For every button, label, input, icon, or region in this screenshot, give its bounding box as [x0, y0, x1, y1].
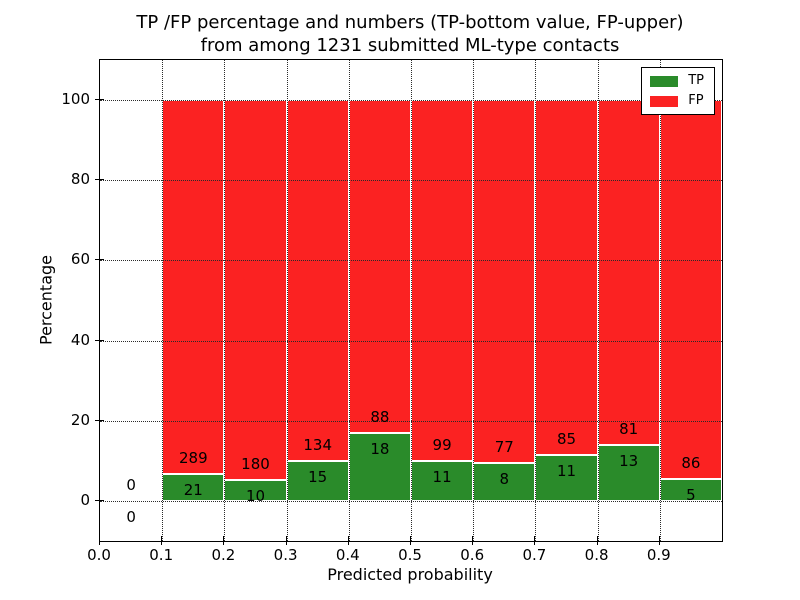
x-gridline — [473, 60, 475, 541]
x-tick-label: 0.8 — [584, 546, 609, 564]
x-tick-label: 0.2 — [211, 546, 236, 564]
tp-legend-swatch-icon — [650, 75, 679, 87]
fp-count-label: 85 — [556, 429, 577, 448]
x-gridline — [348, 60, 350, 541]
y-tick-label: 20 — [70, 410, 90, 429]
y-tick-mark — [95, 99, 104, 101]
x-tick-mark — [410, 536, 411, 545]
y-tick-mark — [95, 259, 104, 261]
chart-title-line2: from among 1231 submitted ML-type contac… — [200, 35, 620, 56]
y-tick-label: 100 — [61, 90, 90, 109]
x-tick-label: 0.0 — [87, 546, 111, 564]
fp-count-label: 134 — [303, 435, 333, 454]
fp-bar-segment — [597, 100, 660, 446]
y-tick-label: 60 — [70, 250, 90, 269]
tp-count-label: 11 — [556, 461, 577, 480]
x-tick-mark — [534, 536, 536, 545]
x-gridline — [162, 60, 164, 541]
fp-bar-segment — [473, 100, 536, 464]
tp-count-label: 13 — [619, 452, 639, 471]
fp-count-label: 77 — [494, 438, 514, 457]
tp-count-label: 11 — [432, 467, 452, 486]
x-tick-label: 0.3 — [273, 546, 298, 564]
tp-bar-segment — [348, 432, 411, 501]
tp-bar-segment — [535, 454, 598, 501]
tp-count-label: 15 — [308, 467, 328, 486]
legend-item-fp: FP — [650, 94, 704, 108]
y-tick-label: 0 — [80, 490, 90, 509]
y-tick-label: 40 — [70, 330, 90, 349]
tp-bar-segment — [411, 460, 474, 501]
tp-count-label: 8 — [499, 470, 510, 489]
legend: TP FP — [641, 67, 715, 115]
annotations-layer: 0 0 289 21 180 10 134 15 88 18 99 11 77 8 85 11 81 13 86 5 — [100, 60, 722, 541]
fp-legend-swatch-icon — [650, 95, 679, 107]
x-tick-label: 0.9 — [646, 546, 671, 564]
x-tick-label: 0.7 — [522, 546, 547, 564]
fp-count-label: 86 — [681, 453, 701, 472]
plot-area: 0 0 289 21 180 10 134 15 88 18 99 11 77 8 85 11 81 13 86 5 … — [99, 59, 723, 542]
x-tick-mark — [99, 536, 100, 545]
y-tick-label: 80 — [70, 170, 90, 189]
fp-count-label: 81 — [619, 420, 639, 439]
tp-count-label: 18 — [370, 439, 390, 458]
x-tick-mark — [472, 536, 474, 545]
chart-title-line1: TP /FP percentage and numbers (TP-bottom… — [136, 12, 684, 33]
fp-count-label: 289 — [178, 448, 208, 467]
fp-bar-segment — [535, 100, 598, 455]
x-tick-mark — [223, 536, 225, 545]
x-tick-label: 0.1 — [149, 546, 174, 564]
x-gridline — [411, 60, 412, 541]
x-tick-mark — [347, 536, 349, 545]
x-axis-label: Predicted probability — [327, 565, 493, 584]
fp-count-label: 180 — [241, 454, 270, 473]
tp-legend-label: TP — [688, 73, 704, 88]
x-tick-label: 0.6 — [460, 546, 485, 564]
x-tick-mark — [658, 536, 660, 545]
x-tick-mark — [285, 536, 287, 545]
fp-count-label: 88 — [370, 407, 390, 426]
tp-count-label: 0 — [126, 507, 136, 526]
fp-legend-label: FP — [688, 93, 704, 108]
grid-layer — [100, 60, 722, 541]
tp-bar-segment — [162, 473, 225, 501]
fp-count-label: 99 — [432, 435, 452, 454]
x-tick-mark — [161, 536, 163, 545]
tp-count-label: 21 — [183, 480, 203, 499]
fp-count-label: 0 — [126, 475, 136, 494]
x-gridline — [224, 60, 226, 541]
chart-title: TP /FP percentage and numbers (TP-bottom… — [99, 11, 721, 57]
y-axis-label: Percentage — [36, 254, 56, 346]
x-gridline — [286, 60, 288, 541]
x-tick-label: 0.4 — [335, 546, 360, 564]
x-gridline — [535, 60, 537, 541]
y-tick-mark — [95, 499, 104, 501]
y-tick-mark — [95, 419, 104, 421]
y-tick-mark — [95, 339, 104, 341]
x-tick-label: 0.5 — [398, 546, 422, 564]
x-gridline — [659, 60, 661, 541]
y-tick-mark — [95, 179, 104, 181]
tp-count-label: 10 — [245, 486, 266, 505]
x-gridline — [597, 60, 599, 541]
bars-layer — [100, 60, 722, 541]
legend-item-tp: TP — [650, 74, 704, 88]
x-tick-mark — [596, 536, 598, 545]
tp-bar-segment — [597, 445, 660, 501]
tp-count-label: 5 — [686, 485, 696, 504]
